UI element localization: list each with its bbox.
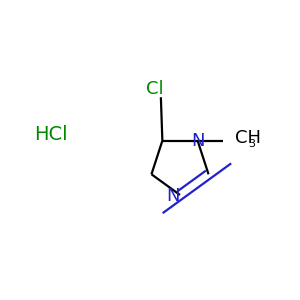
Text: N: N — [167, 187, 180, 205]
Text: Cl: Cl — [146, 80, 164, 98]
Text: CH: CH — [235, 129, 260, 147]
Text: N: N — [191, 132, 205, 150]
Text: 3: 3 — [248, 139, 255, 149]
Text: HCl: HCl — [34, 125, 68, 145]
